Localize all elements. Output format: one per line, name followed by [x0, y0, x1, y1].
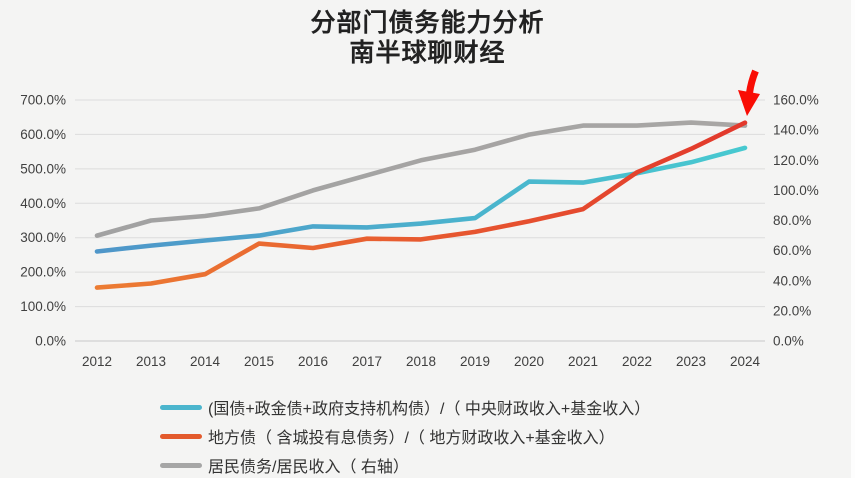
chart-title-line1: 分部门债务能力分析 [310, 9, 545, 37]
legend-label: 居民债务/居民收入（ 右轴） [208, 459, 409, 476]
legend-swatch-orange-line [160, 433, 202, 439]
central-government-debt-ratio-line [94, 145, 748, 254]
right-axis-tick-label: 60.0% [773, 243, 811, 258]
x-axis-year-label: 2015 [244, 354, 274, 369]
legend-item-central-government-debt: (国债+政金债+政府支持机构债）/（ 中央财政收入+基金收入） [160, 396, 650, 418]
x-axis-year-label: 2020 [514, 354, 544, 369]
x-axis-year-label: 2017 [352, 354, 382, 369]
left-axis-tick-label: 700.0% [20, 93, 66, 108]
x-axis-year-label: 2018 [406, 354, 436, 369]
left-axis-tick-label: 500.0% [20, 161, 66, 176]
left-axis-tick-label: 300.0% [20, 230, 66, 245]
legend-label: (国债+政金债+政府支持机构债）/（ 中央财政收入+基金收入） [208, 401, 651, 418]
right-axis-tick-label: 140.0% [773, 123, 819, 138]
right-axis-tick-label: 0.0% [773, 334, 804, 349]
right-axis-tick-label: 40.0% [773, 273, 811, 288]
x-axis-year-label: 2024 [730, 354, 761, 369]
x-axis-year-label: 2013 [136, 354, 166, 369]
right-axis-tick-label: 20.0% [773, 303, 811, 318]
x-axis-year-label: 2014 [190, 354, 221, 369]
left-axis-tick-label: 200.0% [20, 265, 66, 280]
left-axis-tick-label: 100.0% [20, 299, 66, 314]
left-axis-tick-label: 600.0% [20, 127, 66, 142]
legend-label: 地方债（ 含城投有息债务）/（ 地方财政收入+基金收入） [208, 430, 615, 447]
legend: (国债+政金债+政府支持机构债）/（ 中央财政收入+基金收入） 地方债（ 含城投… [160, 396, 650, 476]
chart-title-line2: 南半球聊财经 [349, 39, 506, 67]
annotation-arrow-head [738, 90, 760, 116]
right-axis-tick-label: 160.0% [773, 93, 819, 108]
window-right-edge [851, 0, 855, 478]
legend-item-local-government-debt: 地方债（ 含城投有息债务）/（ 地方财政收入+基金收入） [160, 425, 650, 447]
legend-item-household-debt: 居民债务/居民收入（ 右轴） [160, 454, 650, 476]
x-axis-year-label: 2016 [298, 354, 328, 369]
legend-swatch-teal-line [160, 404, 202, 410]
x-axis-year-label: 2023 [676, 354, 706, 369]
right-axis-tick-label: 100.0% [773, 183, 819, 198]
x-axis-year-label: 2021 [568, 354, 598, 369]
left-axis-tick-label: 400.0% [20, 196, 66, 211]
household-debt-ratio-line [94, 120, 748, 238]
annotation-arrow-shaft [746, 69, 759, 94]
right-axis-tick-label: 120.0% [773, 153, 819, 168]
right-axis-tick-label: 80.0% [773, 213, 811, 228]
legend-swatch-gray-line [160, 462, 202, 468]
x-axis-year-label: 2012 [82, 354, 112, 369]
local-government-debt-ratio-line [94, 120, 748, 290]
x-axis-year-label: 2022 [622, 354, 652, 369]
chart-title: 分部门债务能力分析 南半球聊财经 [0, 8, 855, 68]
left-axis-tick-label: 0.0% [35, 334, 66, 349]
x-axis-year-label: 2019 [460, 354, 490, 369]
